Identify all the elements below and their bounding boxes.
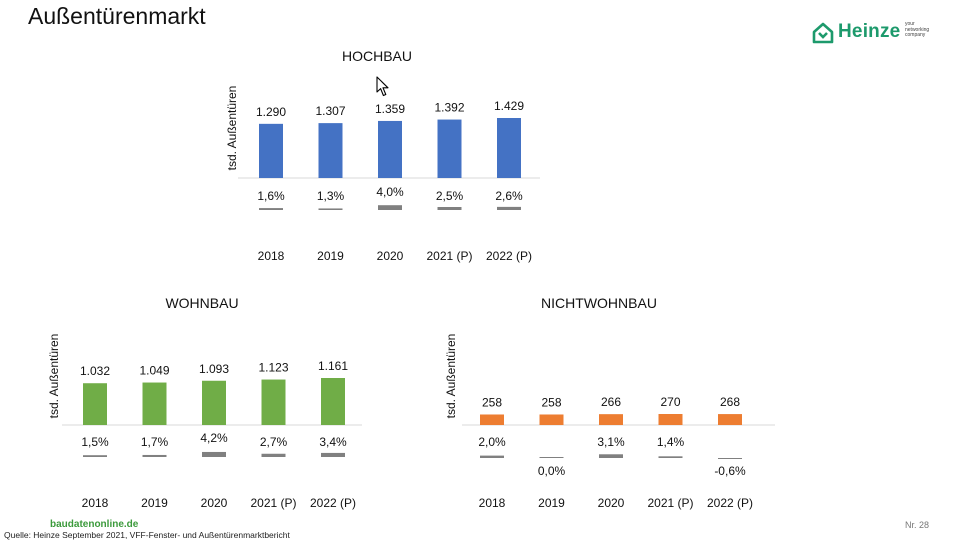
change-bar (318, 208, 343, 210)
category-label: 2020 (377, 249, 404, 263)
change-bar (539, 457, 564, 458)
bar-value-label: 266 (601, 395, 621, 409)
bar-value-label: 1.032 (80, 364, 110, 378)
change-bar (599, 454, 623, 458)
chart-title: WOHNBAU (165, 295, 238, 311)
bar (321, 378, 345, 425)
change-label: 4,2% (200, 431, 228, 445)
bar (318, 123, 343, 178)
category-label: 2020 (598, 496, 625, 510)
category-label: 2018 (258, 249, 285, 263)
bar-value-label: 1.123 (258, 361, 288, 375)
change-label: 2,6% (495, 189, 523, 203)
category-label: 2020 (201, 496, 228, 510)
category-label: 2022 (P) (310, 496, 356, 510)
bar-value-label: 1.429 (494, 99, 524, 113)
category-label: 2018 (479, 496, 506, 510)
change-bar (259, 208, 283, 210)
bar-value-label: 258 (482, 395, 502, 409)
page-title: Außentürenmarkt (28, 3, 206, 29)
bar (718, 414, 742, 425)
bar (83, 383, 107, 425)
bar-value-label: 1.359 (375, 102, 405, 116)
footer-site: baudatenonline.de (50, 519, 139, 530)
bar (259, 123, 283, 178)
change-label: 3,1% (597, 435, 625, 449)
bar (599, 414, 623, 425)
change-bar (497, 206, 521, 210)
bar-value-label: 1.093 (199, 362, 229, 376)
brand-tagline-line: company (905, 32, 926, 39)
chart-title: HOCHBAU (342, 48, 412, 64)
change-bar (378, 205, 402, 210)
bar (539, 414, 564, 425)
change-label: 4,0% (376, 185, 404, 199)
bar (202, 380, 226, 425)
change-label: 1,6% (257, 189, 285, 203)
page-number: Nr. 28 (905, 520, 930, 530)
change-label: 2,7% (260, 435, 288, 449)
change-label: 1,7% (141, 435, 169, 449)
category-label: 2019 (141, 496, 168, 510)
bar-value-label: 1.049 (139, 364, 169, 378)
brand-tagline-line: your (905, 21, 915, 27)
category-label: 2022 (P) (707, 496, 753, 510)
bar (497, 118, 521, 178)
bar-value-label: 1.307 (315, 104, 345, 118)
category-label: 2021 (P) (647, 496, 693, 510)
bar-value-label: 1.161 (318, 359, 348, 373)
bar (261, 379, 286, 425)
bar (142, 382, 167, 425)
y-axis-label: tsd. Außentüren (225, 86, 239, 171)
change-bar (658, 456, 683, 458)
change-label: -0,6% (714, 464, 746, 478)
brand-name: Heinze (838, 21, 901, 42)
mouse-cursor-icon (376, 76, 389, 97)
change-label: 1,5% (81, 435, 109, 449)
bar-value-label: 1.392 (434, 101, 464, 115)
change-label: 1,4% (657, 435, 685, 449)
bar (437, 119, 462, 178)
change-bar (261, 453, 286, 457)
change-bar (437, 207, 462, 210)
change-label: 2,5% (436, 189, 464, 203)
change-bar (718, 458, 742, 459)
chart-title: NICHTWOHNBAU (541, 295, 657, 311)
change-label: 3,4% (319, 435, 347, 449)
change-bar (480, 455, 504, 458)
category-label: 2019 (317, 249, 344, 263)
change-bar (142, 454, 167, 457)
heinze-logo: Heinze your networking company (811, 21, 941, 49)
category-label: 2022 (P) (486, 249, 532, 263)
bar-value-label: 268 (720, 395, 740, 409)
change-label: 1,3% (317, 189, 345, 203)
brand-tagline-line: networking (905, 26, 930, 33)
change-bar (202, 451, 226, 457)
category-label: 2021 (P) (426, 249, 472, 263)
bar (658, 414, 683, 425)
category-label: 2019 (538, 496, 565, 510)
change-bar (83, 455, 107, 457)
bar-value-label: 258 (541, 395, 561, 409)
change-label: 0,0% (538, 464, 566, 478)
change-bar (321, 452, 345, 457)
heinze-logo-icon (812, 22, 834, 44)
category-label: 2018 (82, 496, 109, 510)
y-axis-label: tsd. Außentüren (47, 334, 61, 419)
bar-value-label: 1.290 (256, 105, 286, 119)
change-label: 2,0% (478, 435, 506, 449)
y-axis-label: tsd. Außentüren (444, 334, 458, 419)
category-label: 2021 (P) (250, 496, 296, 510)
bar (378, 120, 402, 178)
bar-value-label: 270 (660, 395, 680, 409)
bar (480, 414, 504, 425)
brand-tagline: your networking company (905, 21, 930, 39)
footer-source: Quelle: Heinze September 2021, VFF-Fenst… (4, 530, 290, 540)
